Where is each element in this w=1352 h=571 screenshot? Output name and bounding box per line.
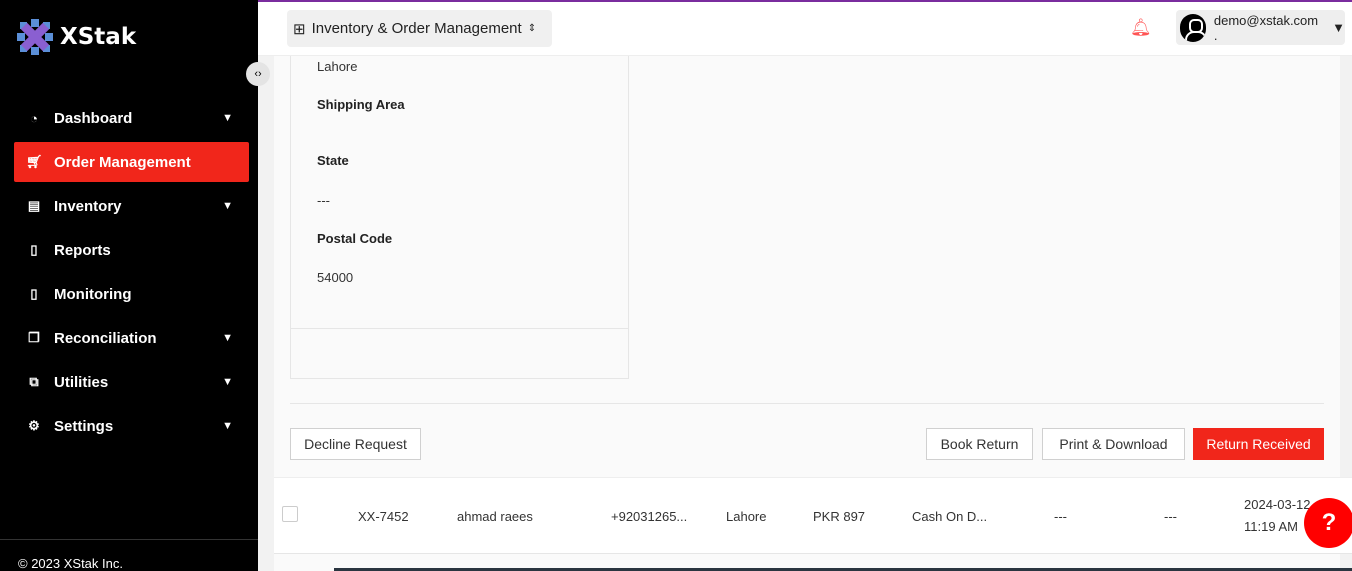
amount: PKR 897	[813, 509, 866, 524]
user-email: demo@xstak.com .	[1213, 12, 1319, 43]
city: Lahore	[726, 509, 767, 524]
user-menu[interactable]: demo@xstak.com . ▼	[1176, 10, 1345, 45]
chevron-down-icon: ▼	[222, 200, 233, 212]
chevron-down-icon: ▼	[222, 332, 233, 344]
sidebar-item-label: Settings	[54, 417, 114, 435]
sidebar-item-label: Reconciliation	[54, 329, 157, 347]
shipping-area-label: Shipping Area	[317, 97, 405, 112]
column-7: ---	[1054, 509, 1067, 524]
sidebar-item-label: Utilities	[54, 373, 109, 391]
monitor-doc-icon: ▯	[30, 286, 38, 301]
return-received-button[interactable]: Return Received	[1193, 428, 1324, 460]
decline-request-button[interactable]: Decline Request	[290, 428, 421, 460]
cart-icon: 🛒︎	[26, 154, 43, 169]
order-id[interactable]: XX-7452	[358, 509, 409, 524]
avatar	[1180, 13, 1206, 42]
chevron-down-icon: ▼	[222, 112, 233, 124]
top-accent-line	[0, 0, 1352, 2]
column-8: ---	[1164, 509, 1177, 524]
state-label: State	[317, 153, 349, 168]
print-download-button[interactable]: Print & Download	[1042, 428, 1185, 460]
row-checkbox[interactable]	[282, 506, 298, 522]
address-card: Lahore Shipping Area State --- Postal Co…	[290, 56, 629, 379]
main-content: Lahore Shipping Area State --- Postal Co…	[258, 56, 1352, 571]
chevron-down-icon: ▼	[222, 420, 233, 432]
table-row[interactable]: XX-7452 ahmad raees +92031265... Lahore …	[274, 477, 1352, 554]
sidebar-item-reconciliation[interactable]: ❐ Reconciliation ▼	[14, 318, 249, 358]
postal-code-value: 54000	[317, 270, 354, 285]
payment-method: Cash On D...	[912, 509, 988, 524]
sidebar-item-label: Monitoring	[54, 285, 132, 303]
state-value: ---	[317, 193, 330, 208]
date: 2024-03-12	[1244, 497, 1311, 512]
sliders-icon: ⧉	[29, 374, 39, 389]
bell-icon[interactable]: 🔔︎	[1130, 18, 1152, 37]
gauge-icon: ◔	[30, 110, 38, 126]
postal-code-label: Postal Code	[317, 231, 393, 246]
sidebar-item-inventory[interactable]: ▤ Inventory ▼	[14, 186, 249, 226]
gear-icon: ⚙	[28, 418, 40, 433]
header: ⊞ Inventory & Order Management ⇕ 🔔︎ demo@x…	[258, 2, 1352, 56]
card-footer	[290, 328, 629, 379]
sidebar-collapse-toggle[interactable]: ‹›	[246, 62, 270, 86]
city-value: Lahore	[317, 59, 358, 74]
sidebar-item-label: Reports	[54, 241, 111, 259]
app-switcher[interactable]: ⊞ Inventory & Order Management ⇕	[287, 10, 552, 47]
customer-name: ahmad raees	[457, 509, 533, 524]
sidebar-item-label: Dashboard	[54, 109, 133, 127]
sidebar-nav: ◔ Dashboard ▼ 🛒︎ Order Management ▤ Inventor…	[14, 98, 249, 450]
divider	[290, 403, 1324, 404]
xstak-logo-icon	[17, 19, 53, 55]
logo[interactable]: XStak	[16, 18, 136, 56]
sidebar: XStak ◔ Dashboard ▼ 🛒︎ Order Management ▤ In…	[0, 0, 258, 571]
copy-icon: ❐	[28, 330, 40, 345]
brand-name: XStak	[60, 24, 137, 50]
book-return-button[interactable]: Book Return	[926, 428, 1033, 460]
sidebar-item-order-management[interactable]: 🛒︎ Order Management	[14, 142, 249, 182]
document-icon: ▯	[30, 242, 38, 257]
sidebar-item-utilities[interactable]: ⧉ Utilities ▼	[14, 362, 249, 402]
caret-down-icon: ▼	[1332, 20, 1345, 35]
time: 11:19 AM	[1244, 519, 1298, 534]
help-button[interactable]: ?	[1304, 498, 1352, 548]
sidebar-item-reports[interactable]: ▯ Reports	[14, 230, 249, 270]
sidebar-item-dashboard[interactable]: ◔ Dashboard ▼	[14, 98, 249, 138]
horizontal-scrollbar[interactable]	[334, 568, 1352, 571]
sidebar-item-label: Inventory	[54, 197, 122, 215]
grid-icon: ⊞	[293, 20, 306, 38]
sort-arrows-icon: ⇕	[527, 23, 537, 34]
app-name: Inventory & Order Management	[311, 20, 522, 37]
sidebar-item-monitoring[interactable]: ▯ Monitoring	[14, 274, 249, 314]
copyright: © 2023 XStak Inc.	[0, 539, 258, 571]
sidebar-item-label: Order Management	[54, 153, 191, 171]
phone: +92031265...	[611, 509, 688, 524]
sidebar-item-settings[interactable]: ⚙ Settings ▼	[14, 406, 249, 446]
store-icon: ▤	[27, 198, 41, 213]
chevron-down-icon: ▼	[222, 376, 233, 388]
